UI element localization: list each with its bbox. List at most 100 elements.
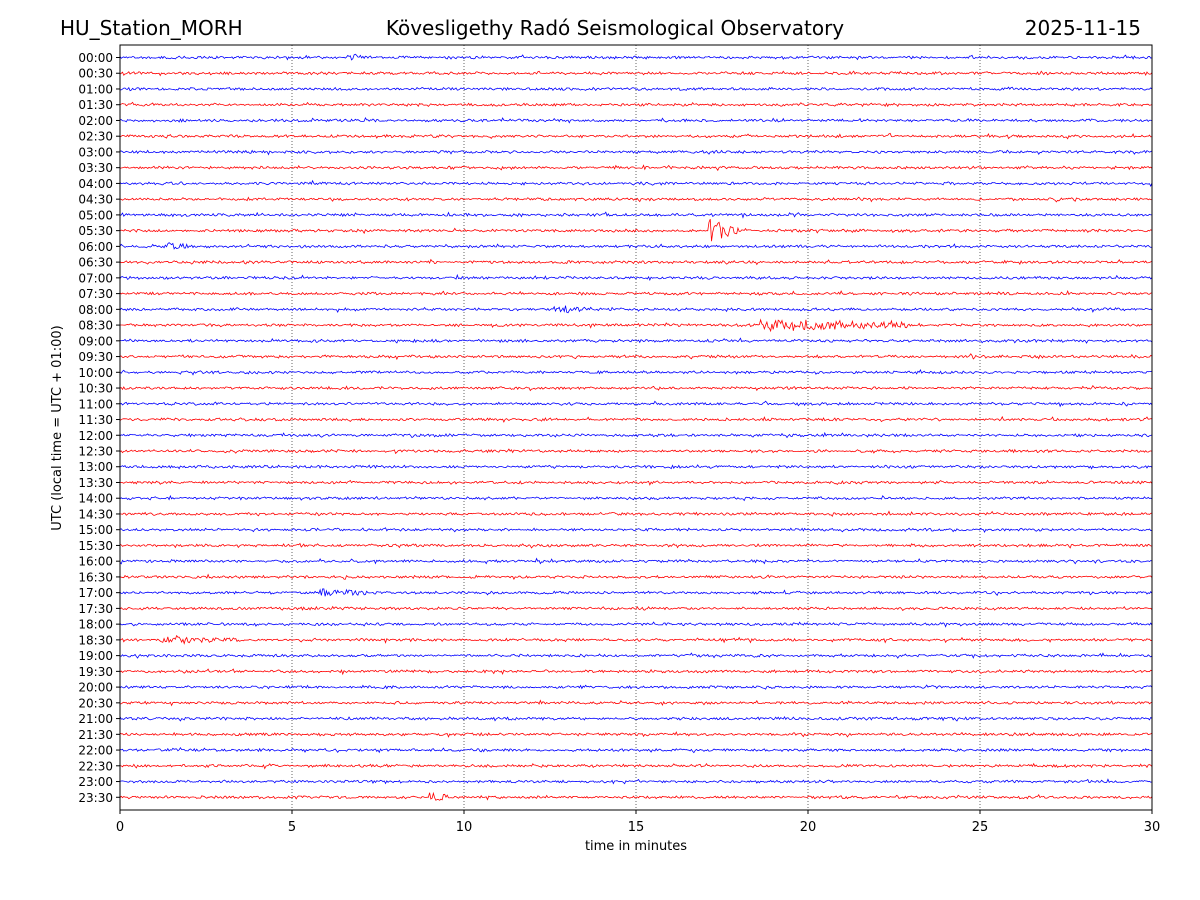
- seismic-trace: [119, 621, 1153, 628]
- y-tick-label: 15:00: [78, 523, 113, 537]
- seismic-trace: [119, 448, 1153, 455]
- seismic-trace: [119, 747, 1153, 754]
- seismic-trace: [119, 179, 1153, 187]
- y-tick-label: 07:00: [78, 271, 113, 285]
- y-tick-label: 06:30: [78, 256, 113, 270]
- seismic-trace: [119, 699, 1153, 707]
- x-axis: 0 5 10 15 20 25 30: [116, 810, 1160, 835]
- seismic-trace: [119, 464, 1153, 470]
- seismic-trace: [119, 731, 1153, 738]
- y-tick-label: 22:00: [78, 744, 113, 758]
- y-tick-label: 10:30: [78, 382, 113, 396]
- y-tick-label: 00:00: [78, 51, 113, 65]
- seismic-trace: [119, 415, 1153, 423]
- seismic-trace: [119, 634, 1153, 645]
- x-tick-label: 30: [1144, 820, 1161, 835]
- y-tick-label: 09:30: [78, 350, 113, 364]
- y-tick-label: 09:00: [78, 334, 113, 348]
- y-tick-label: 15:30: [78, 539, 113, 553]
- seismic-trace: [119, 510, 1153, 517]
- y-tick-label: 21:30: [78, 728, 113, 742]
- seismic-trace: [119, 400, 1153, 408]
- y-tick-label: 01:30: [78, 98, 113, 112]
- y-tick-label: 17:30: [78, 602, 113, 616]
- seismic-trace: [119, 211, 1153, 219]
- seismic-trace: [119, 53, 1153, 61]
- seismic-trace: [119, 305, 1153, 314]
- seismic-trace: [119, 668, 1153, 676]
- seismic-trace: [119, 431, 1153, 439]
- seismic-trace: [119, 337, 1153, 344]
- seismic-trace: [119, 527, 1153, 534]
- y-tick-label: 03:00: [78, 145, 113, 159]
- x-tick-label: 0: [116, 820, 124, 835]
- seismic-trace: [119, 479, 1153, 486]
- seismic-trace: [119, 684, 1153, 690]
- station-name: HU_Station_MORH: [60, 16, 243, 40]
- y-tick-label: 20:00: [78, 681, 113, 695]
- y-tick-label: 22:30: [78, 759, 113, 773]
- y-tick-label: 02:30: [78, 130, 113, 144]
- y-tick-label: 13:30: [78, 476, 113, 490]
- y-tick-label: 03:30: [78, 161, 113, 175]
- seismic-trace: [119, 542, 1153, 549]
- seismic-trace: [119, 353, 1153, 361]
- y-tick-label: 23:00: [78, 775, 113, 789]
- x-axis-label: time in minutes: [585, 839, 687, 854]
- seismic-trace: [119, 86, 1153, 92]
- y-tick-label: 11:30: [78, 413, 113, 427]
- y-tick-label: 01:00: [78, 82, 113, 96]
- seismic-trace: [119, 101, 1153, 108]
- seismic-trace: [119, 258, 1153, 266]
- y-tick-label: 12:00: [78, 429, 113, 443]
- y-tick-label: 04:30: [78, 193, 113, 207]
- seismic-trace: [119, 70, 1153, 77]
- seismic-trace: [119, 132, 1153, 140]
- seismic-trace: [119, 605, 1153, 612]
- seismic-trace: [119, 242, 1153, 250]
- vertical-grid: [291, 45, 981, 810]
- chart-date: 2025-11-15: [1024, 16, 1141, 40]
- seismic-trace: [119, 588, 1153, 597]
- seismic-trace: [119, 791, 1153, 801]
- y-tick-label: 17:00: [78, 586, 113, 600]
- x-tick-label: 25: [972, 820, 989, 835]
- y-tick-label: 20:30: [78, 696, 113, 710]
- seismic-trace: [119, 218, 1153, 242]
- chart-title: Kövesligethy Radó Seismological Observat…: [385, 16, 845, 40]
- y-tick-label: 16:00: [78, 555, 113, 569]
- seismic-trace: [119, 273, 1153, 282]
- seismic-trace: [119, 652, 1153, 659]
- seismic-traces: [119, 53, 1153, 801]
- y-tick-label: 13:00: [78, 460, 113, 474]
- y-tick-label: 10:00: [78, 366, 113, 380]
- y-tick-label: 18:30: [78, 633, 113, 647]
- x-tick-label: 20: [800, 820, 817, 835]
- y-tick-label: 05:30: [78, 224, 113, 238]
- seismic-trace: [119, 778, 1153, 785]
- y-tick-label: 02:00: [78, 114, 113, 128]
- y-tick-label: 19:00: [78, 649, 113, 663]
- x-tick-label: 5: [288, 820, 296, 835]
- y-tick-label: 19:30: [78, 665, 113, 679]
- seismic-trace: [119, 494, 1153, 502]
- seismic-trace: [119, 290, 1153, 296]
- seismic-trace: [119, 369, 1153, 376]
- y-tick-label: 18:00: [78, 618, 113, 632]
- seismic-trace: [119, 196, 1153, 203]
- seismic-trace: [119, 164, 1153, 172]
- y-tick-label: 07:30: [78, 287, 113, 301]
- x-tick-label: 10: [456, 820, 473, 835]
- x-tick-label: 15: [628, 820, 645, 835]
- seismic-trace: [119, 557, 1153, 565]
- seismic-trace: [119, 384, 1153, 392]
- seismic-trace: [119, 117, 1153, 124]
- y-axis-label: UTC (local time = UTC + 01:00): [50, 325, 65, 530]
- y-tick-label: 16:30: [78, 570, 113, 584]
- y-tick-label: 00:30: [78, 67, 113, 81]
- y-tick-label: 06:00: [78, 240, 113, 254]
- seismic-trace: [119, 318, 1153, 333]
- seismic-trace: [119, 573, 1153, 580]
